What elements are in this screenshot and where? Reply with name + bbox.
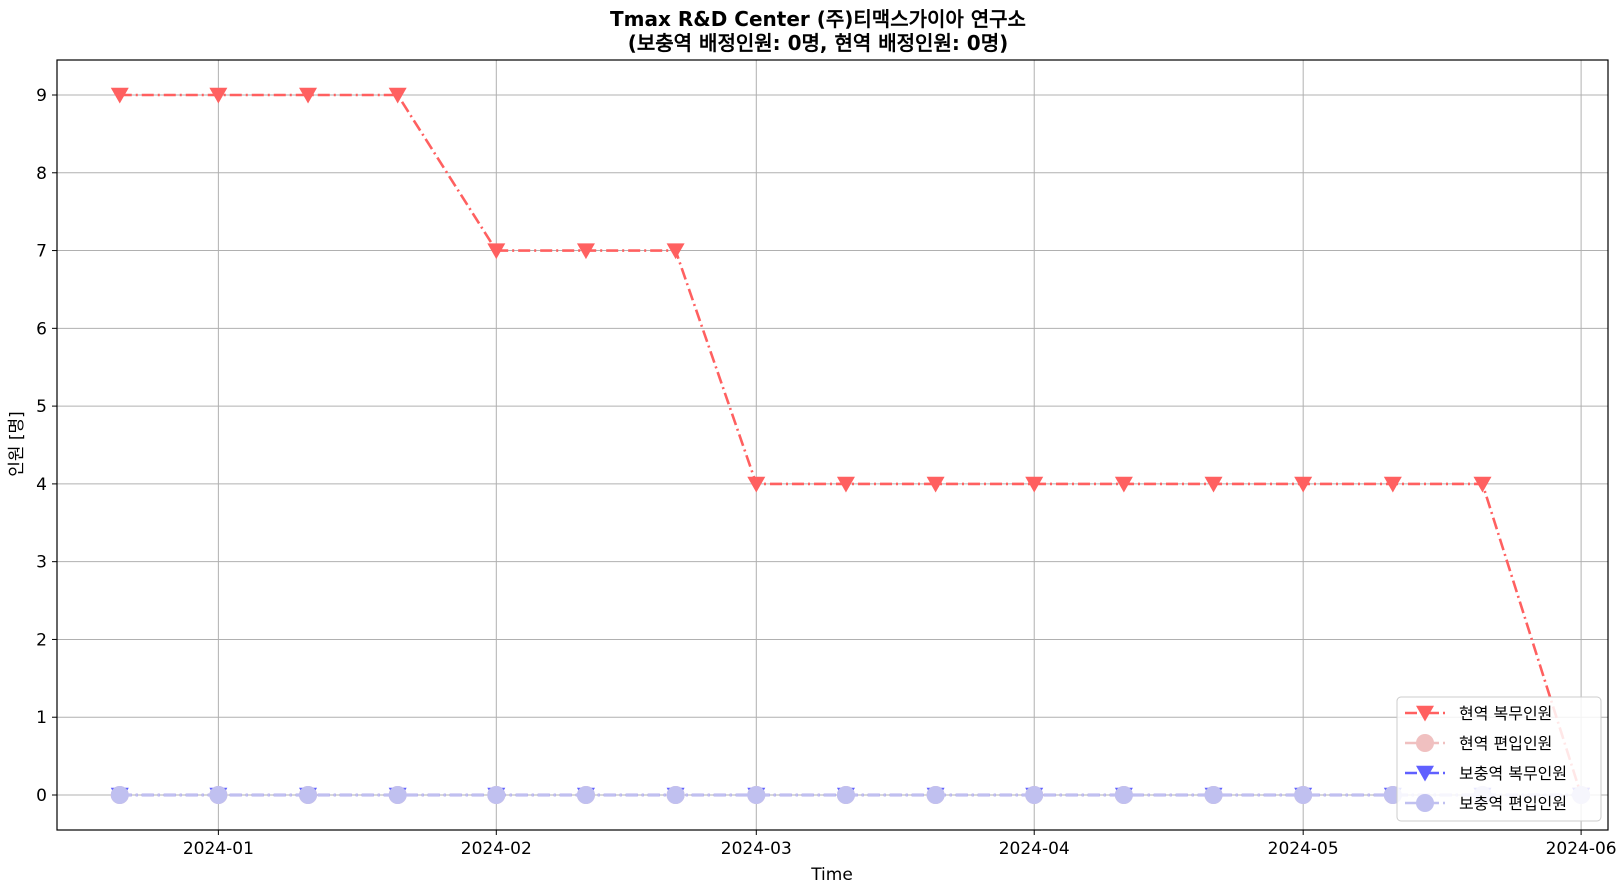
grid xyxy=(57,60,1608,830)
x-tick-label: 2024-06 xyxy=(1546,839,1616,859)
data-point xyxy=(388,87,407,104)
data-point xyxy=(1473,476,1492,493)
legend-item: 현역 복무인원 xyxy=(1405,704,1552,723)
data-point xyxy=(1294,786,1313,804)
x-tick-label: 2024-04 xyxy=(999,839,1070,859)
legend-label: 보충역 복무인원 xyxy=(1459,764,1567,783)
x-axis-ticks: 2024-01 2024-02 2024-03 2024-04 2024-05 2024-… xyxy=(183,830,1616,859)
y-tick-label: 7 xyxy=(36,242,47,262)
x-tick-label: 2024-02 xyxy=(461,839,532,859)
data-point xyxy=(1204,786,1223,804)
data-point xyxy=(926,476,945,493)
y-tick-label: 3 xyxy=(36,553,47,573)
data-point xyxy=(1025,786,1044,804)
legend-marker xyxy=(1416,794,1434,812)
y-tick-label: 6 xyxy=(36,319,47,339)
data-point xyxy=(666,786,685,804)
y-tick-label: 4 xyxy=(36,475,47,495)
y-tick-label: 5 xyxy=(36,397,47,417)
data-point xyxy=(1114,786,1133,804)
data-point xyxy=(1114,476,1133,493)
y-axis-label: 인원 [명] xyxy=(7,411,27,477)
data-point xyxy=(926,786,945,804)
data-point xyxy=(747,786,766,804)
chart-title: Tmax R&D Center (주)티맥스가이아 연구소 xyxy=(610,7,1026,31)
y-tick-label: 9 xyxy=(36,86,47,106)
legend-label: 현역 편입인원 xyxy=(1459,734,1552,753)
legend-label: 현역 복무인원 xyxy=(1459,704,1552,723)
y-tick-label: 2 xyxy=(36,630,47,650)
data-point xyxy=(299,786,318,804)
x-tick-label: 2024-05 xyxy=(1268,839,1339,859)
data-point xyxy=(110,786,129,804)
data-point xyxy=(209,87,228,104)
y-tick-label: 1 xyxy=(36,708,47,728)
legend-marker xyxy=(1416,765,1434,782)
series-0 xyxy=(110,87,1591,804)
legend-marker xyxy=(1416,705,1434,722)
plot-area xyxy=(56,59,1609,831)
data-point xyxy=(576,243,595,260)
series-line xyxy=(119,93,1583,796)
data-point xyxy=(487,243,506,260)
legend-marker xyxy=(1416,734,1434,752)
data-point xyxy=(487,786,506,804)
y-axis-ticks: 0 1 2 3 4 5 6 7 8 9 xyxy=(36,86,57,806)
data-point xyxy=(666,243,685,260)
legend-item: 보충역 편입인원 xyxy=(1405,794,1567,813)
y-tick-label: 8 xyxy=(36,164,47,184)
series-3 xyxy=(110,786,1591,804)
legend-box xyxy=(1396,696,1602,822)
series-group xyxy=(110,87,1591,804)
legend-item: 보충역 복무인원 xyxy=(1405,764,1567,783)
x-axis-label: Time xyxy=(810,865,853,885)
x-tick-label: 2024-03 xyxy=(721,839,792,859)
data-point xyxy=(299,87,318,104)
data-point xyxy=(110,87,129,104)
x-tick-label: 2024-01 xyxy=(183,839,254,859)
data-point xyxy=(1025,476,1044,493)
data-point xyxy=(836,786,855,804)
data-point xyxy=(209,786,228,804)
legend-item: 현역 편입인원 xyxy=(1405,734,1552,753)
data-point xyxy=(747,476,766,493)
legend-label: 보충역 편입인원 xyxy=(1459,794,1567,813)
data-point xyxy=(1383,476,1402,493)
data-point xyxy=(576,786,595,804)
data-point xyxy=(836,476,855,493)
y-tick-label: 0 xyxy=(36,786,47,806)
data-point xyxy=(1204,476,1223,493)
data-point xyxy=(1294,476,1313,493)
data-point xyxy=(388,786,407,804)
chart-subtitle: (보충역 배정인원: 0명, 현역 배정인원: 0명) xyxy=(628,31,1009,55)
